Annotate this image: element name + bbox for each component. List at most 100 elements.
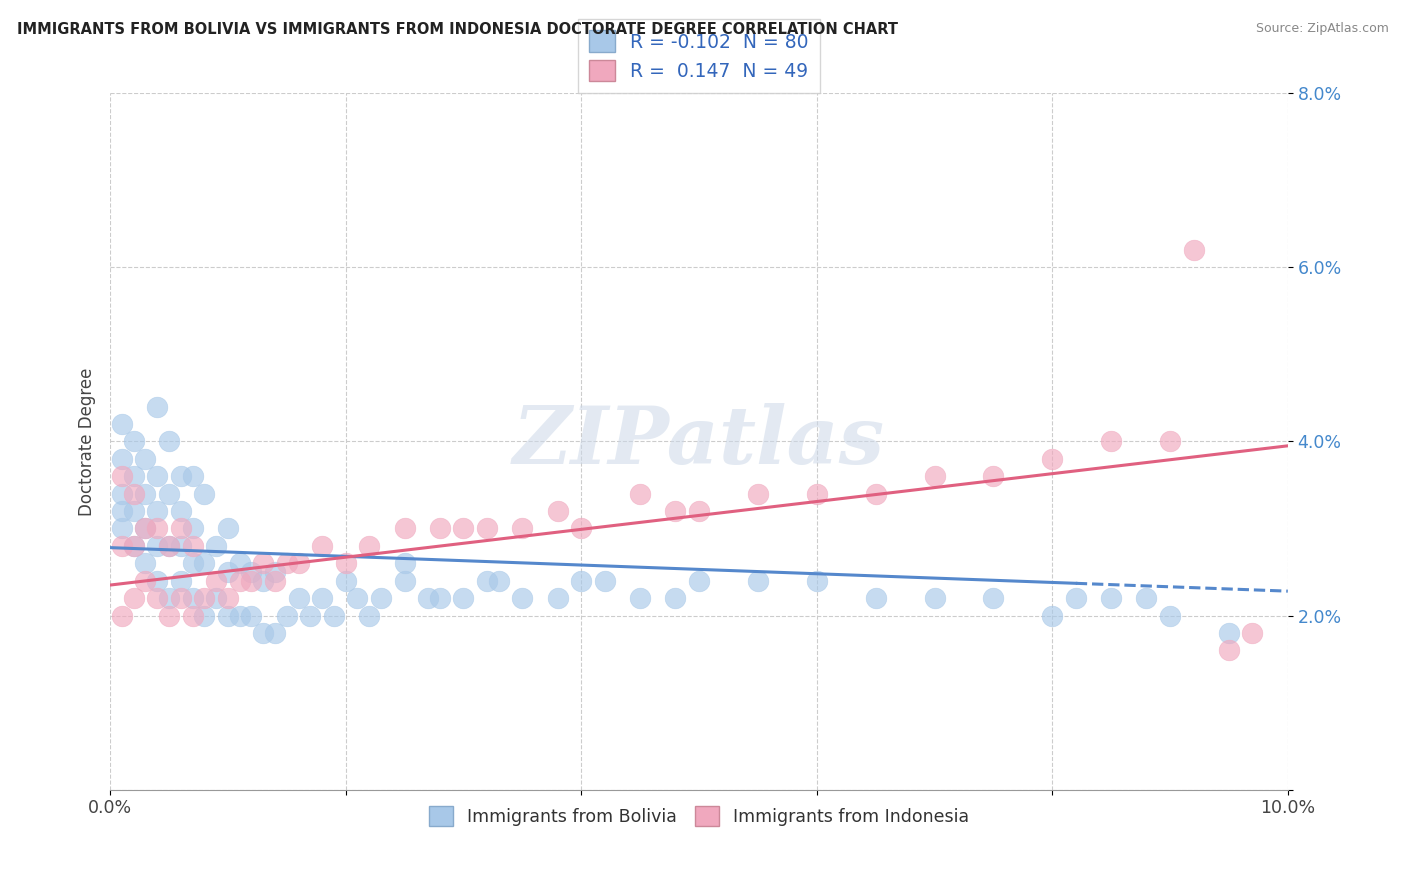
- Legend: Immigrants from Bolivia, Immigrants from Indonesia: Immigrants from Bolivia, Immigrants from…: [422, 799, 976, 833]
- Point: [593, 574, 616, 588]
- Point: [429, 521, 451, 535]
- Point: [1099, 591, 1122, 606]
- Point: [512, 521, 534, 535]
- Point: [170, 539, 193, 553]
- Point: [122, 486, 145, 500]
- Point: [287, 557, 309, 571]
- Point: [205, 539, 228, 553]
- Point: [299, 608, 322, 623]
- Point: [547, 504, 569, 518]
- Point: [276, 608, 298, 623]
- Point: [157, 539, 180, 553]
- Point: [1218, 626, 1240, 640]
- Point: [122, 539, 145, 553]
- Point: [134, 451, 156, 466]
- Point: [240, 608, 263, 623]
- Point: [1099, 434, 1122, 449]
- Point: [346, 591, 368, 606]
- Point: [1064, 591, 1087, 606]
- Point: [181, 557, 204, 571]
- Point: [146, 521, 169, 535]
- Point: [111, 451, 134, 466]
- Point: [688, 574, 710, 588]
- Point: [394, 574, 416, 588]
- Point: [134, 521, 156, 535]
- Text: Source: ZipAtlas.com: Source: ZipAtlas.com: [1256, 22, 1389, 36]
- Point: [370, 591, 392, 606]
- Point: [146, 400, 169, 414]
- Point: [252, 557, 274, 571]
- Point: [924, 469, 946, 483]
- Point: [394, 521, 416, 535]
- Point: [111, 469, 134, 483]
- Point: [217, 608, 239, 623]
- Point: [453, 521, 475, 535]
- Point: [146, 504, 169, 518]
- Point: [475, 521, 498, 535]
- Point: [181, 539, 204, 553]
- Point: [252, 626, 274, 640]
- Point: [322, 608, 344, 623]
- Point: [688, 504, 710, 518]
- Point: [475, 574, 498, 588]
- Point: [157, 608, 180, 623]
- Point: [806, 486, 828, 500]
- Point: [1159, 608, 1181, 623]
- Point: [181, 521, 204, 535]
- Point: [157, 591, 180, 606]
- Text: ZIPatlas: ZIPatlas: [513, 402, 884, 480]
- Point: [111, 539, 134, 553]
- Point: [134, 557, 156, 571]
- Point: [311, 539, 333, 553]
- Point: [205, 591, 228, 606]
- Point: [806, 574, 828, 588]
- Point: [193, 486, 215, 500]
- Point: [569, 521, 592, 535]
- Point: [240, 574, 263, 588]
- Point: [146, 574, 169, 588]
- Point: [264, 574, 287, 588]
- Point: [628, 591, 651, 606]
- Point: [394, 557, 416, 571]
- Point: [664, 591, 686, 606]
- Point: [170, 574, 193, 588]
- Point: [1135, 591, 1157, 606]
- Point: [111, 521, 134, 535]
- Point: [276, 557, 298, 571]
- Point: [664, 504, 686, 518]
- Point: [1182, 243, 1205, 257]
- Point: [122, 591, 145, 606]
- Point: [111, 608, 134, 623]
- Point: [1159, 434, 1181, 449]
- Point: [181, 469, 204, 483]
- Point: [217, 565, 239, 579]
- Point: [416, 591, 439, 606]
- Point: [122, 504, 145, 518]
- Point: [111, 486, 134, 500]
- Point: [181, 591, 204, 606]
- Point: [311, 591, 333, 606]
- Point: [488, 574, 510, 588]
- Point: [747, 574, 769, 588]
- Point: [228, 574, 250, 588]
- Point: [240, 565, 263, 579]
- Point: [122, 434, 145, 449]
- Point: [157, 486, 180, 500]
- Point: [335, 574, 357, 588]
- Point: [547, 591, 569, 606]
- Point: [228, 608, 250, 623]
- Point: [181, 608, 204, 623]
- Point: [429, 591, 451, 606]
- Point: [134, 521, 156, 535]
- Point: [865, 486, 887, 500]
- Point: [569, 574, 592, 588]
- Point: [170, 504, 193, 518]
- Point: [134, 574, 156, 588]
- Text: IMMIGRANTS FROM BOLIVIA VS IMMIGRANTS FROM INDONESIA DOCTORATE DEGREE CORRELATIO: IMMIGRANTS FROM BOLIVIA VS IMMIGRANTS FR…: [17, 22, 898, 37]
- Point: [122, 469, 145, 483]
- Point: [1040, 608, 1063, 623]
- Point: [111, 504, 134, 518]
- Point: [122, 539, 145, 553]
- Point: [1218, 643, 1240, 657]
- Point: [264, 565, 287, 579]
